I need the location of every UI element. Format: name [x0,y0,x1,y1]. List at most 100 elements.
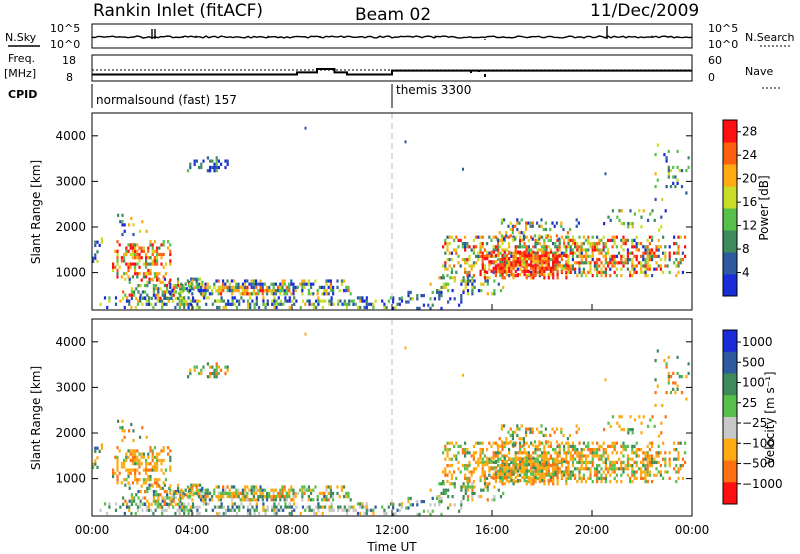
velocity-cell-4 [123,465,126,469]
power-cell-0 [284,296,287,300]
power-cell-14 [618,218,621,222]
power-cell-0 [266,302,269,306]
power-cell-9 [552,257,555,261]
velocity-cell-10 [477,495,481,499]
power-cell-8 [631,251,634,255]
power-cell-1 [128,277,131,281]
power-cell-8 [580,258,583,262]
power-cell-8 [657,238,660,242]
power-cell-8 [620,261,623,265]
velocity-cell-8 [585,467,588,471]
power-cell-12 [407,300,410,304]
velocity-cell-0 [304,508,307,512]
velocity-cell-14 [627,431,630,435]
power-cell-11 [516,221,519,225]
power-cell-10 [466,279,470,283]
velocity-cell-13 [665,365,668,369]
velocity-cell-8 [521,451,524,455]
power-cell-12 [460,300,463,304]
power-cell-8 [651,238,654,242]
velocity-cell-8 [642,460,645,464]
power-cell-0 [343,302,346,306]
power-cell-8 [648,258,651,262]
power-cell-0 [348,299,351,303]
velocity-cell-9 [499,472,502,476]
power-cell-10 [460,282,463,286]
power-cell-0 [345,302,349,306]
power-cell-8 [677,245,680,249]
power-cell-0 [293,302,296,306]
power-cell-8 [481,261,484,265]
power-cell-0 [191,299,195,303]
power-cell-7 [217,159,220,163]
power-cell-8 [611,238,614,242]
power-cell-8 [492,248,495,252]
velocity-cell-7 [193,368,196,372]
power-cell-8 [587,254,590,258]
power-cell-2 [189,285,192,289]
velocity-cell-0 [271,508,274,512]
power-cell-8 [483,274,486,278]
velocity-cell-7 [213,371,216,376]
power-cell-8 [464,242,467,246]
velocity-cell-10 [471,495,474,499]
velocity-cell-8 [613,470,616,474]
power-colorbar-swatch [723,230,737,253]
velocity-cell-8 [620,460,623,464]
velocity-cell-14 [651,415,654,419]
power-cell-2 [270,282,273,286]
velocity-cell-3 [277,491,280,495]
velocity-cell-8 [567,476,570,480]
power-cell-8 [541,235,544,239]
power-cell-8 [547,245,550,249]
power-cell-4 [169,259,172,263]
power-cell-0 [275,302,278,306]
power-cell-8 [552,242,555,246]
power-cell-13 [656,143,659,147]
velocity-cell-10 [466,495,470,499]
velocity-cell-2 [175,491,178,495]
power-cell-2 [189,289,192,293]
velocity-cell-4 [167,446,170,450]
velocity-cell-0 [183,508,186,512]
power-cell-0 [119,299,122,303]
velocity-cell-10 [469,485,472,489]
power-cell-2 [217,279,220,283]
power-cell-3 [219,289,223,293]
velocity-colorbar-swatch [723,351,737,374]
power-cell-8 [457,238,460,242]
power-cell-10 [471,292,474,296]
velocity-cell-8 [648,470,651,474]
velocity-cell-8 [446,480,449,484]
power-cell-0 [264,302,267,306]
velocity-cell-8 [578,470,581,474]
power-cell-1 [166,287,169,291]
velocity-cell-2 [200,488,203,492]
velocity-cell-8 [640,473,643,477]
velocity-cell-2 [169,488,172,492]
velocity-cell-8 [609,473,612,477]
velocity-cell-8 [596,451,599,455]
velocity-cell-8 [569,457,572,461]
power-cell-2 [180,282,183,286]
power-cell-8 [611,245,614,249]
power-cell-11 [525,221,528,225]
power-cell-1 [122,296,125,300]
velocity-cell-0 [185,505,188,509]
power-cell-8 [585,251,588,255]
power-cell-9 [549,269,553,273]
power-cell-8 [503,248,506,252]
power-cell-2 [213,282,216,286]
power-cell-9 [499,263,502,267]
nsky-label: N.Sky [5,31,37,44]
velocity-cell-8 [640,470,643,474]
velocity-cell-8 [609,444,612,448]
velocity-cell-2 [204,495,207,499]
power-cell-8 [622,238,625,242]
power-cell-7 [211,159,214,163]
velocity-cell-0 [108,502,111,506]
velocity-cell-8 [466,448,469,452]
velocity-cell-12 [460,500,463,504]
power-cell-10 [473,285,476,289]
power-cell-2 [184,282,187,286]
